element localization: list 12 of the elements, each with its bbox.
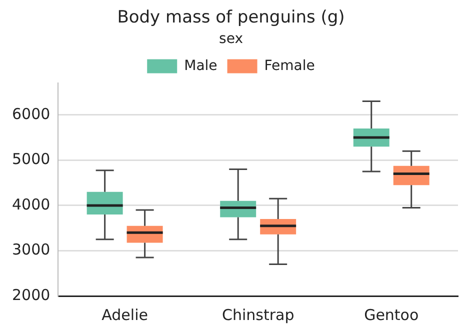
y-tick-label: 2000 <box>12 286 50 304</box>
x-tick-label: Gentoo <box>364 306 419 324</box>
chart-title: Body mass of penguins (g) <box>117 8 345 28</box>
y-tick-label: 5000 <box>12 150 50 168</box>
y-tick-label: 4000 <box>12 195 50 214</box>
x-tick-label: Chinstrap <box>222 306 294 324</box>
y-tick-label: 6000 <box>12 104 50 123</box>
x-tick-label: Adelie <box>102 306 148 324</box>
y-tick-label: 3000 <box>12 240 50 259</box>
legend-title: sex <box>219 31 243 48</box>
legend-label: Female <box>264 58 315 74</box>
legend-label: Male <box>184 58 218 74</box>
